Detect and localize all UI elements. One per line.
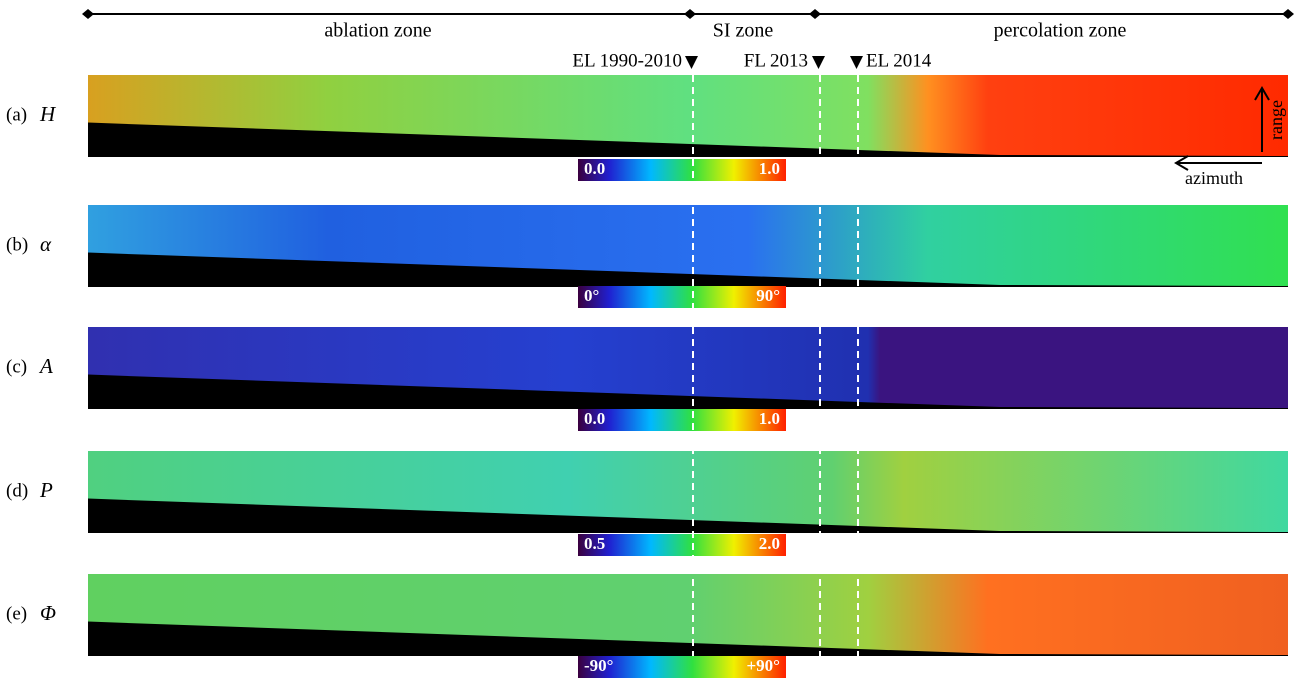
- marker-label: EL 1990-2010: [572, 50, 682, 71]
- panel-symbol: A: [38, 354, 53, 378]
- colorbar: [578, 409, 786, 431]
- panel-symbol: H: [39, 102, 57, 126]
- colorbar-min: 0°: [584, 286, 599, 305]
- no-data-region: [88, 498, 1288, 533]
- panel-tag: (a): [6, 104, 27, 125]
- colorbar-max: +90°: [747, 656, 781, 675]
- colorbar: [578, 534, 786, 556]
- colorbar-max: 2.0: [759, 534, 780, 553]
- range-label: range: [1266, 100, 1286, 140]
- colorbar-min: 0.5: [584, 534, 605, 553]
- marker-triangle: [812, 56, 825, 69]
- zone-diamonds: [82, 9, 1294, 19]
- zone-label: ablation zone: [324, 20, 431, 42]
- marker-label: FL 2013: [744, 50, 808, 71]
- marker-triangle: [685, 56, 698, 69]
- panel-symbol: Φ: [40, 601, 56, 625]
- panel-tag: (d): [6, 480, 28, 501]
- zone-label: SI zone: [713, 20, 774, 42]
- panel-tag: (b): [6, 234, 28, 255]
- range-arrow: [1254, 86, 1270, 152]
- colorbar: [578, 286, 786, 308]
- colorbar-min: -90°: [584, 656, 613, 675]
- no-data-region: [88, 252, 1288, 287]
- panel-symbol: α: [40, 232, 52, 256]
- no-data-region: [88, 621, 1288, 656]
- colorbar-min: 0.0: [584, 159, 605, 178]
- colorbar-max: 90°: [756, 286, 780, 305]
- azimuth-arrow: [1174, 155, 1262, 171]
- marker-label: EL 2014: [866, 50, 932, 71]
- colorbar-max: 1.0: [759, 159, 780, 178]
- panel-symbol: P: [39, 478, 53, 502]
- zone-label: percolation zone: [994, 20, 1127, 42]
- panel-tag: (c): [6, 356, 27, 377]
- marker-triangle: [850, 56, 863, 69]
- colorbar: [578, 159, 786, 181]
- colorbar: [578, 656, 786, 678]
- no-data-region: [88, 122, 1288, 157]
- colorbar-max: 1.0: [759, 409, 780, 428]
- colorbar-min: 0.0: [584, 409, 605, 428]
- azimuth-label: azimuth: [1185, 168, 1243, 188]
- panel-tag: (e): [6, 603, 27, 624]
- no-data-region: [88, 374, 1288, 409]
